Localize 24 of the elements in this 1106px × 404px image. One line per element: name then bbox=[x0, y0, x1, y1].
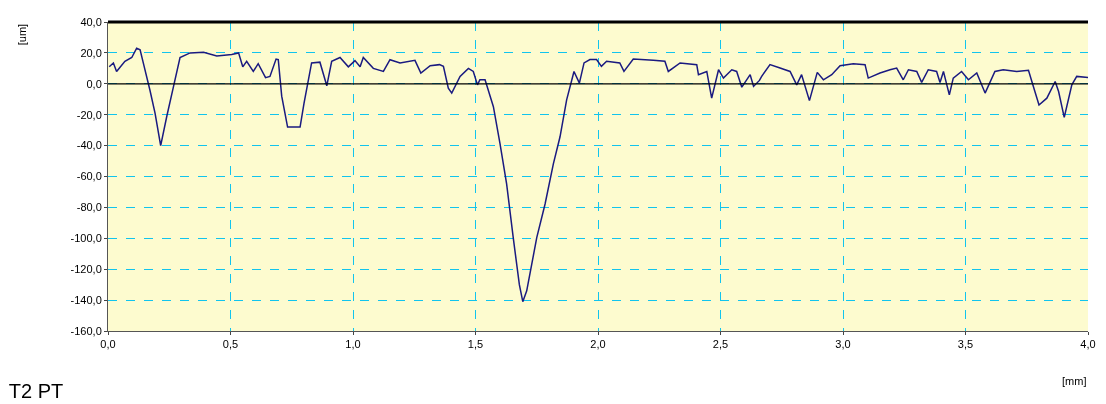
y-tick-label: -20,0 bbox=[76, 108, 102, 121]
x-tick-label: 0,5 bbox=[222, 338, 239, 351]
x-tick-label: 2,0 bbox=[590, 338, 606, 351]
y-tick-label: -60,0 bbox=[76, 170, 102, 183]
text: T2 PT bbox=[8, 379, 64, 402]
x-tick-label: 0,0 bbox=[100, 338, 116, 351]
y-tick-label: -40,0 bbox=[76, 139, 102, 152]
y-tick-label: 0,0 bbox=[86, 77, 102, 90]
y-tick-label: -80,0 bbox=[76, 201, 102, 214]
x-tick-label: 1,0 bbox=[345, 338, 361, 351]
y-tick-label: -160,0 bbox=[70, 324, 102, 337]
x-tick-label: 4,0 bbox=[1080, 338, 1096, 351]
x-tick-label: 3,0 bbox=[835, 338, 851, 351]
x-axis-title: [mm] bbox=[1062, 375, 1087, 387]
y-tick-label: -120,0 bbox=[70, 263, 102, 276]
x-tick-label: 2,5 bbox=[712, 338, 729, 351]
y-tick-label: -100,0 bbox=[70, 232, 102, 245]
line-series bbox=[108, 47, 1088, 303]
x-tick-label: 3,5 bbox=[957, 338, 974, 351]
y-tick-label: -140,0 bbox=[70, 293, 102, 306]
y-axis-title: [um] bbox=[16, 23, 29, 46]
y-tick-label: 40,0 bbox=[80, 15, 102, 28]
x-tick-label: 1,5 bbox=[467, 338, 484, 351]
y-tick-label: 20,0 bbox=[80, 46, 102, 59]
